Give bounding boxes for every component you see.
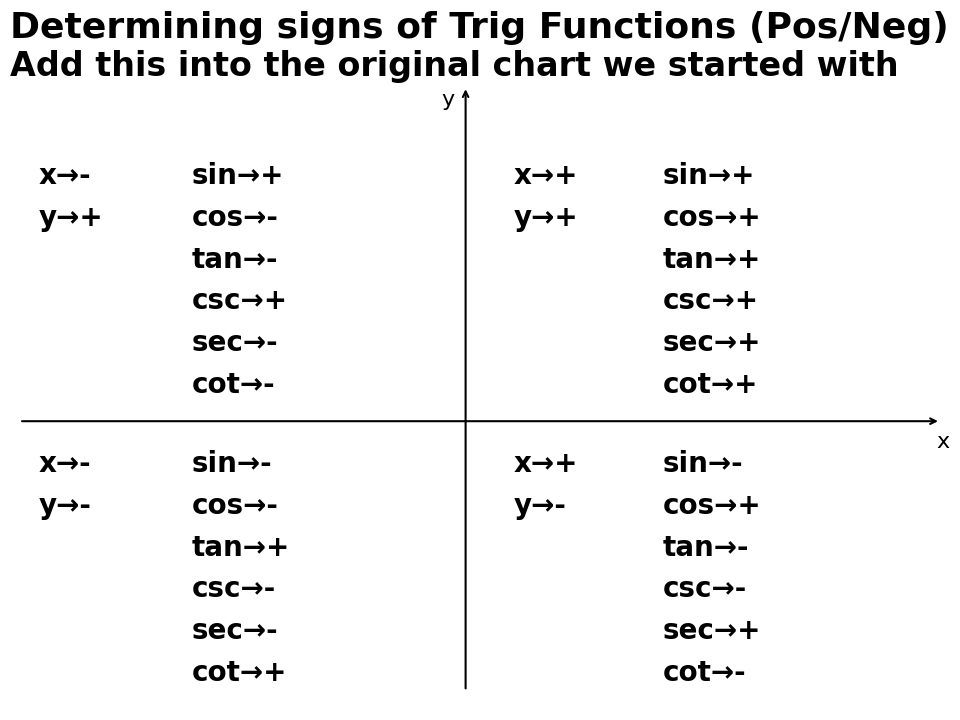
Text: sec→-: sec→-: [192, 617, 278, 645]
Text: sec→+: sec→+: [662, 329, 761, 357]
Text: sin→+: sin→+: [662, 162, 755, 190]
Text: sin→-: sin→-: [662, 450, 743, 478]
Text: csc→+: csc→+: [662, 287, 758, 315]
Text: x: x: [936, 432, 949, 452]
Text: y→+: y→+: [514, 204, 578, 232]
Text: csc→+: csc→+: [192, 287, 288, 315]
Text: cos→+: cos→+: [662, 204, 761, 232]
Text: x→+: x→+: [514, 162, 578, 190]
Text: cot→-: cot→-: [662, 659, 746, 687]
Text: tan→+: tan→+: [192, 534, 290, 562]
Text: Determining signs of Trig Functions (Pos/Neg): Determining signs of Trig Functions (Pos…: [10, 11, 948, 45]
Text: Add this into the original chart we started with: Add this into the original chart we star…: [10, 50, 899, 84]
Text: sin→+: sin→+: [192, 162, 284, 190]
Text: cos→+: cos→+: [662, 492, 761, 520]
Text: sin→-: sin→-: [192, 450, 273, 478]
Text: sec→-: sec→-: [192, 329, 278, 357]
Text: y→-: y→-: [38, 492, 91, 520]
Text: cos→-: cos→-: [192, 492, 278, 520]
Text: csc→-: csc→-: [662, 575, 747, 603]
Text: y: y: [442, 90, 455, 110]
Text: tan→+: tan→+: [662, 246, 760, 274]
Text: sec→+: sec→+: [662, 617, 761, 645]
Text: cot→-: cot→-: [192, 371, 276, 399]
Text: csc→-: csc→-: [192, 575, 276, 603]
Text: y→-: y→-: [514, 492, 566, 520]
Text: cot→+: cot→+: [192, 659, 287, 687]
Text: tan→-: tan→-: [662, 534, 749, 562]
Text: x→-: x→-: [38, 162, 91, 190]
Text: y→+: y→+: [38, 204, 103, 232]
Text: cot→+: cot→+: [662, 371, 757, 399]
Text: x→-: x→-: [38, 450, 91, 478]
Text: cos→-: cos→-: [192, 204, 278, 232]
Text: tan→-: tan→-: [192, 246, 278, 274]
Text: x→+: x→+: [514, 450, 578, 478]
